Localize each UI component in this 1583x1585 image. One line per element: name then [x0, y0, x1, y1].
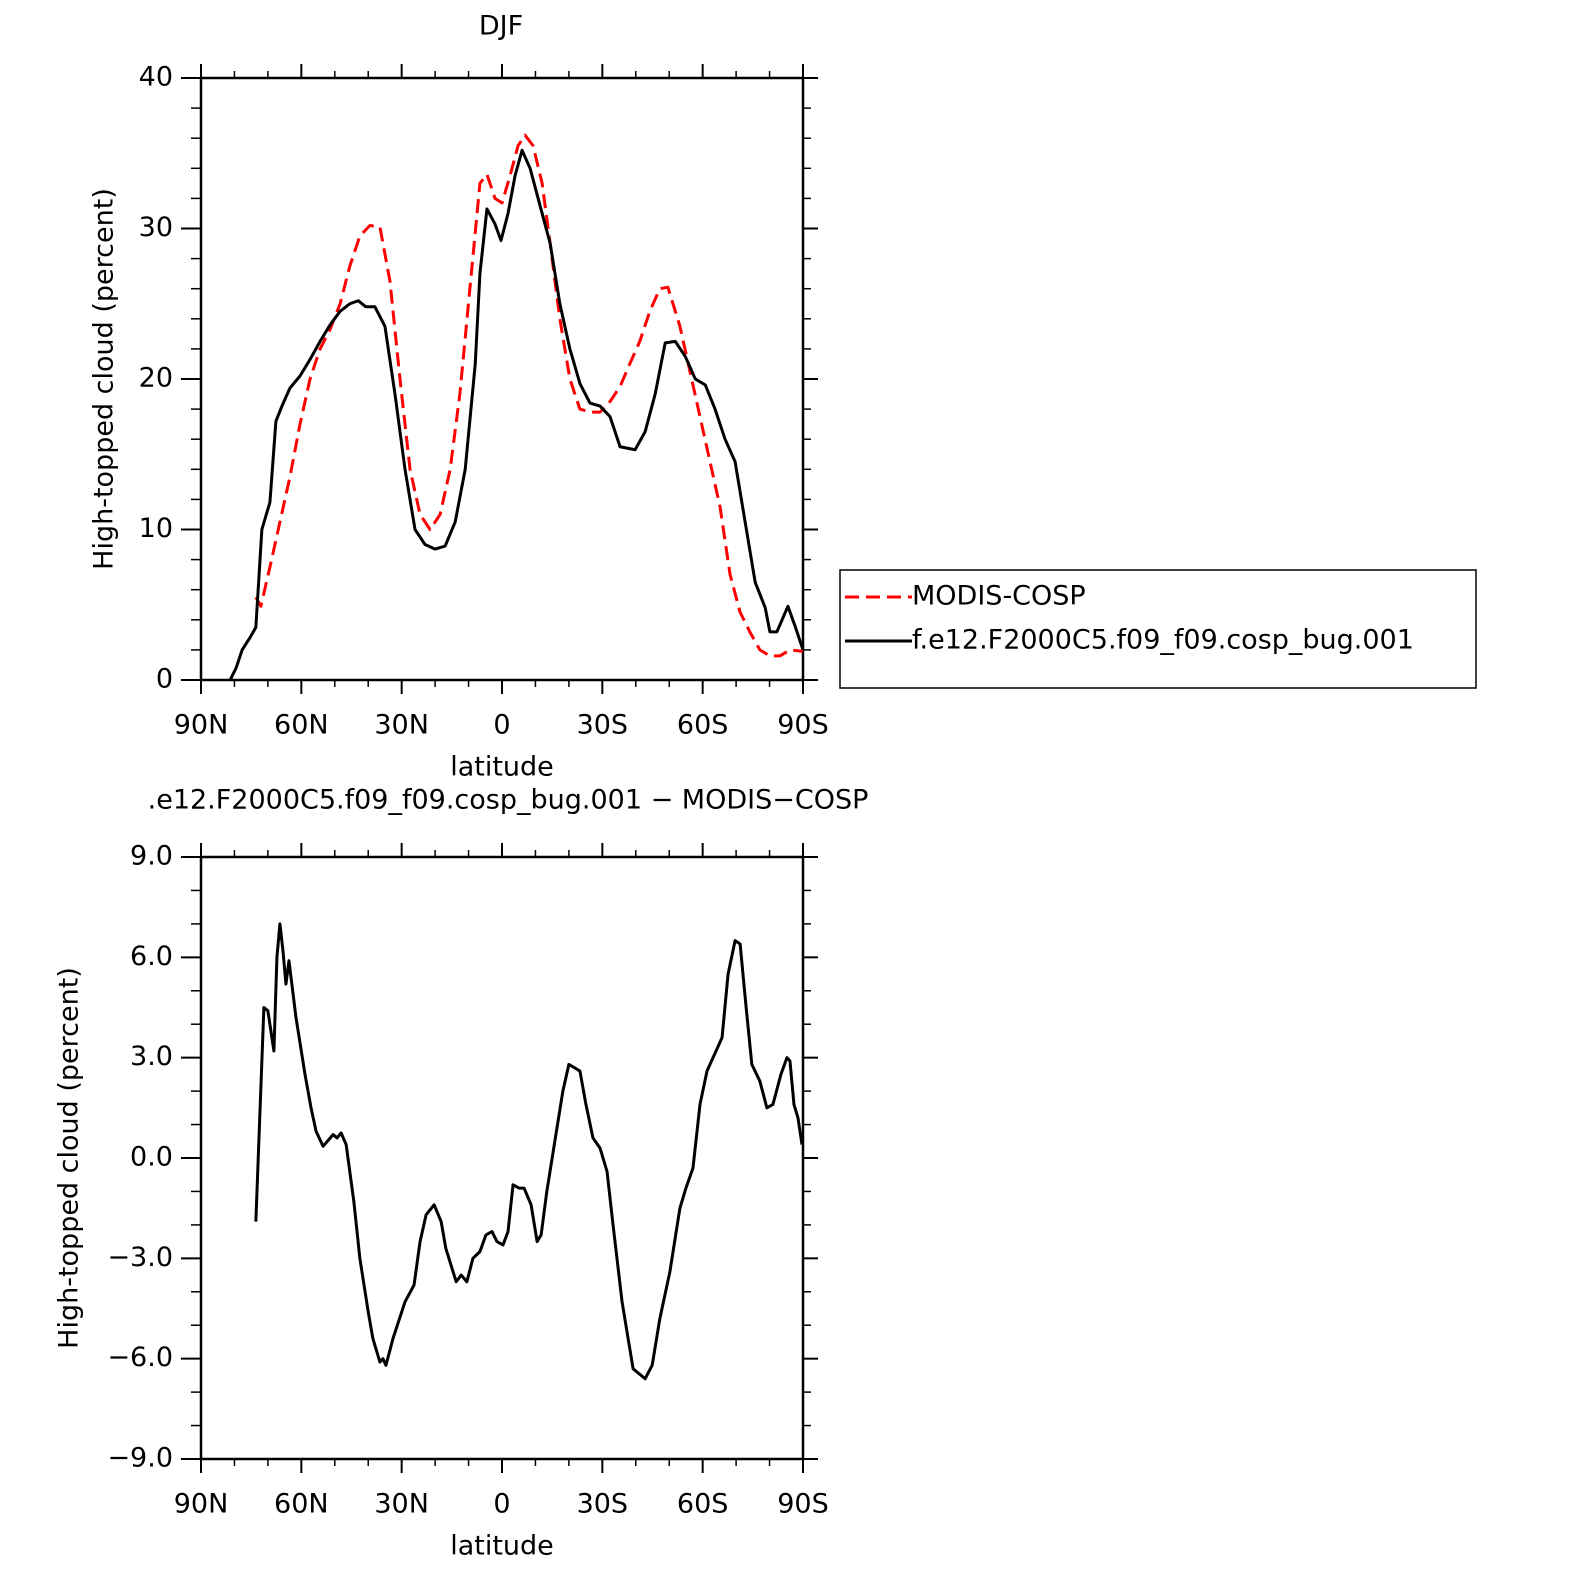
y-tick-label: 10	[139, 513, 173, 544]
y-axis-label: High-topped cloud (percent)	[89, 188, 120, 570]
data-line	[254, 922, 804, 1381]
x-tick-label: 30N	[374, 1489, 429, 1520]
data-line	[254, 133, 804, 658]
x-tick-label: 90N	[174, 710, 229, 741]
legend-box	[839, 569, 1477, 689]
y-tick-label: −9.0	[107, 1443, 173, 1474]
legend-label: f.e12.F2000C5.f09_f09.cosp_bug.001	[912, 625, 1414, 656]
legend-label: MODIS-COSP	[912, 581, 1086, 612]
x-tick-label: 30S	[577, 710, 629, 741]
x-tick-label: 60S	[677, 1489, 729, 1520]
x-tick-label: 60N	[274, 710, 329, 741]
y-axis-label: High-topped cloud (percent)	[54, 967, 85, 1349]
y-tick-label: −3.0	[107, 1242, 173, 1273]
y-tick-label: 0	[156, 664, 173, 695]
y-tick-label: 3.0	[130, 1041, 173, 1072]
plot-frame	[199, 76, 805, 682]
y-tick-label: 6.0	[130, 941, 173, 972]
x-tick-label: 90N	[174, 1489, 229, 1520]
x-tick-label: 90S	[777, 710, 829, 741]
y-tick-label: 30	[139, 212, 173, 243]
y-tick-label: 9.0	[130, 841, 173, 872]
x-axis-label: latitude	[450, 752, 554, 783]
y-tick-label: 20	[139, 363, 173, 394]
data-line	[228, 148, 805, 681]
chart-title: DJF	[479, 11, 523, 42]
x-tick-label: 60S	[677, 710, 729, 741]
y-tick-label: 40	[139, 62, 173, 93]
x-tick-label: 0	[493, 710, 510, 741]
x-tick-label: 30S	[577, 1489, 629, 1520]
y-tick-label: 0.0	[130, 1142, 173, 1173]
plot-frame	[199, 855, 805, 1461]
x-tick-label: 30N	[374, 710, 429, 741]
chart-title: .e12.F2000C5.f09_f09.cosp_bug.001 − MODI…	[148, 785, 869, 816]
x-tick-label: 90S	[777, 1489, 829, 1520]
x-axis-label: latitude	[450, 1531, 554, 1562]
x-tick-label: 60N	[274, 1489, 329, 1520]
y-tick-label: −6.0	[107, 1342, 173, 1373]
x-tick-label: 0	[493, 1489, 510, 1520]
